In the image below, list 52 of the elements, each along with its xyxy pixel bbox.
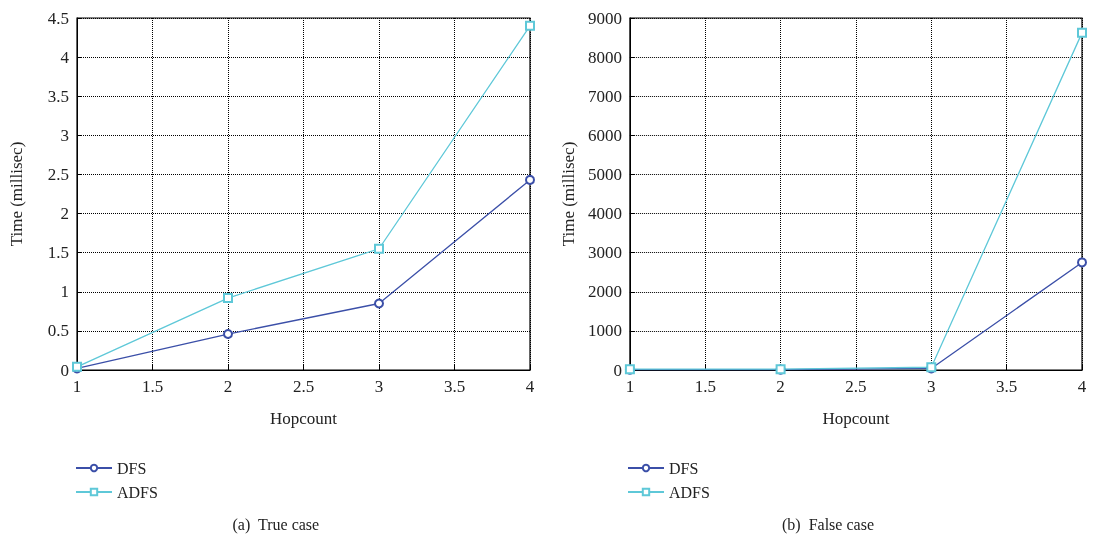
y-tick-label: 1: [60, 282, 69, 302]
point: [525, 174, 535, 185]
x-tick-label: 4: [1077, 377, 1087, 396]
y-axis-title: Time (millisec): [559, 141, 578, 247]
y-tick-label: 4000: [587, 204, 622, 224]
x-tick-label: 1.5: [141, 377, 164, 396]
y-tick-label: 3: [60, 125, 69, 145]
y-tick-label: 2: [60, 204, 69, 224]
y-tick-label: 5000: [587, 164, 622, 184]
x-tick-label: 2: [776, 377, 785, 396]
y-tick-label: 1.5: [47, 243, 69, 263]
point: [374, 298, 384, 309]
y-tick-label: 4: [60, 47, 70, 67]
point: [223, 329, 233, 340]
y-tick-label: 1000: [587, 321, 622, 341]
point: [525, 20, 535, 31]
x-tick-label: 1: [625, 377, 635, 396]
y-tick-label: 3000: [587, 243, 622, 263]
x-tick-label: 1: [72, 377, 82, 396]
y-tick-label: 7000: [587, 86, 622, 106]
y-tick-label: 8000: [587, 47, 622, 67]
legend-label: ADFS: [117, 483, 158, 501]
point: [1077, 257, 1087, 268]
point: [223, 293, 233, 304]
y-axis-title: Time (millisec): [7, 141, 26, 247]
y-tick-label: 3.5: [47, 86, 69, 106]
x-tick-label: 3: [927, 377, 936, 396]
x-axis-title: Hopcount: [269, 409, 338, 428]
point: [374, 243, 384, 254]
point: [1077, 27, 1087, 38]
y-tick-label: 6000: [587, 125, 622, 145]
x-tick-label: 2.5: [845, 377, 867, 396]
x-tick-label: 3: [374, 377, 384, 396]
y-tick-label: 9000: [587, 8, 622, 28]
y-tick-label: 2000: [587, 282, 622, 302]
legend-label: DFS: [669, 459, 699, 477]
x-tick-label: 4: [525, 377, 535, 396]
x-tick-label: 2.5: [292, 377, 315, 396]
y-tick-label: 0: [613, 360, 622, 380]
text: (b) False case: [782, 515, 874, 534]
x-tick-label: 3.5: [996, 377, 1018, 396]
text: (a) True case: [232, 515, 320, 534]
x-axis-title: Hopcount: [822, 409, 890, 428]
y-tick-label: 2.5: [47, 164, 69, 184]
y-tick-label: 0.5: [47, 321, 69, 341]
x-tick-label: 2: [223, 377, 233, 396]
y-tick-label: 0: [60, 360, 69, 380]
legend-label: DFS: [117, 459, 147, 477]
legend-label: ADFS: [669, 483, 710, 501]
y-tick-label: 4.5: [47, 8, 69, 28]
x-tick-label: 3.5: [443, 377, 466, 396]
x-tick-label: 1.5: [694, 377, 716, 396]
